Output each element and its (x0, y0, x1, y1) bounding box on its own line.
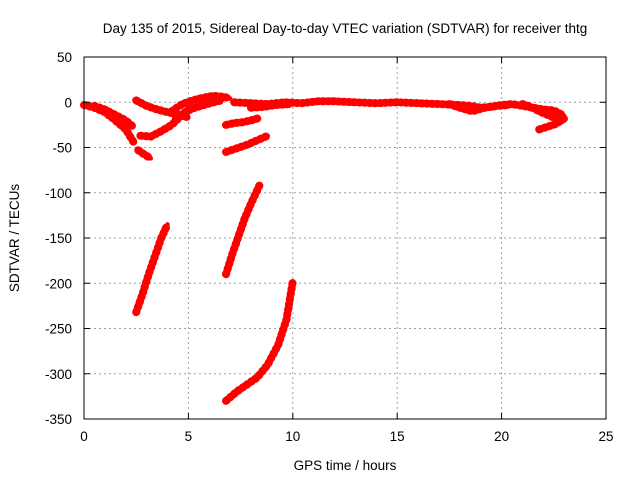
y-tick-label: -50 (52, 141, 72, 156)
x-tick-label: 25 (598, 429, 613, 444)
series-16-markers (222, 181, 264, 279)
series-12-markers (445, 100, 514, 116)
series-2-markers (134, 146, 155, 163)
y-tick-label: 50 (57, 50, 72, 65)
series-11-markers (247, 100, 293, 112)
x-tick-label: 5 (185, 429, 193, 444)
series-5-markers (167, 91, 235, 116)
series-1-markers (90, 101, 136, 130)
y-tick-label: 0 (64, 95, 72, 110)
x-tick-label: 20 (494, 429, 509, 444)
y-tick-label: -100 (45, 186, 72, 201)
y-tick-label: -300 (45, 367, 72, 382)
y-tick-label: -150 (45, 231, 72, 246)
y-tick-label: -350 (45, 412, 72, 427)
series-8-markers (222, 114, 262, 129)
series-7-markers (184, 96, 226, 114)
series-17-markers (222, 277, 297, 405)
series-15-markers (132, 220, 172, 317)
y-axis-label: SDTVAR / TECUs (7, 184, 22, 293)
chart-title: Day 135 of 2015, Sidereal Day-to-day VTE… (103, 21, 587, 36)
x-axis-label: GPS time / hours (294, 458, 397, 473)
series-14-markers (535, 114, 569, 134)
series-9-markers (222, 131, 272, 156)
y-tick-label: -200 (45, 276, 72, 291)
x-tick-label: 0 (80, 429, 88, 444)
series-layer (80, 91, 569, 405)
ticks-layer: 0 5 10 15 20 25 50 0 -50 -100 -150 -200 -250 -300 -350 (45, 50, 614, 444)
y-tick-label: -250 (45, 322, 72, 337)
x-tick-label: 15 (390, 429, 405, 444)
x-tick-label: 10 (285, 429, 300, 444)
